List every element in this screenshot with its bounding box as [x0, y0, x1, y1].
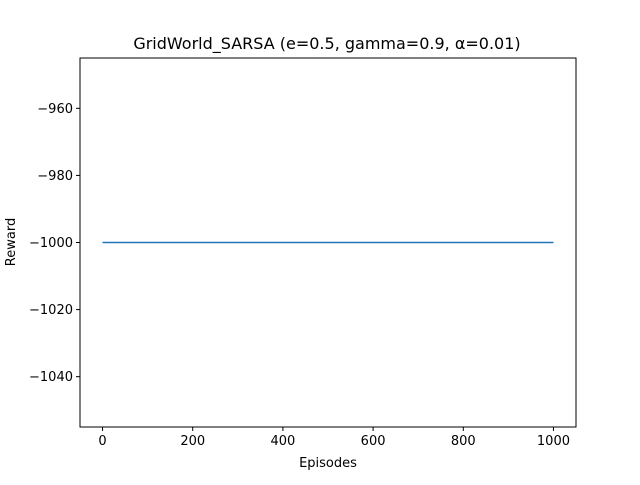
x-tick-label: 600 [361, 434, 386, 449]
x-tick-label: 800 [451, 434, 476, 449]
y-tick-label: −1020 [29, 303, 73, 318]
y-tick-label: −1040 [29, 370, 73, 385]
y-axis-label: Reward [4, 218, 19, 266]
x-tick-label: 0 [98, 434, 106, 449]
x-tick-label: 400 [270, 434, 295, 449]
y-tick-label: −1000 [29, 236, 73, 251]
x-tick-label: 200 [180, 434, 205, 449]
chart-title: GridWorld_SARSA (e=0.5, gamma=0.9, α=0.0… [133, 34, 520, 54]
x-axis-ticks: 0 200 400 600 800 1000 [98, 427, 570, 449]
y-tick-label: −960 [37, 102, 73, 117]
y-tick-label: −980 [37, 169, 73, 184]
x-axis-label: Episodes [299, 456, 357, 471]
x-tick-label: 1000 [537, 434, 570, 449]
y-axis-ticks: −960 −980 −1000 −1020 −1040 [29, 102, 80, 385]
